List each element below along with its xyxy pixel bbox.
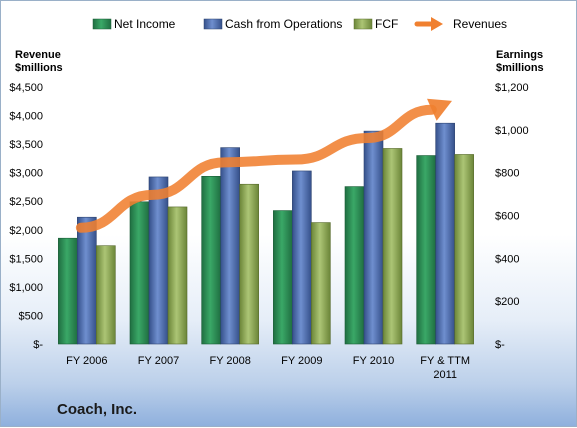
right-axis-title-line1: Earnings	[496, 49, 543, 61]
revenues-line	[75, 104, 437, 233]
left-tick-label: $3,500	[9, 139, 43, 151]
fcf-bar	[167, 206, 188, 345]
category-labels: FY 2006 FY 2007 FY 2008 FY 2009 FY 2010 FY & …	[66, 355, 470, 381]
legend-swatch-fcf	[353, 18, 373, 30]
revenues-series	[75, 98, 452, 233]
right-tick-label: $600	[495, 211, 519, 223]
category-label: FY 2010	[353, 355, 394, 367]
left-tick-label: $-	[33, 339, 43, 351]
legend-label-cash-from-operations: Cash from Operations	[225, 17, 342, 31]
net-income-bar	[344, 186, 365, 345]
category-label: FY & TTM	[420, 355, 470, 367]
category-label: 2011	[433, 369, 457, 381]
cash-from-operations-bar	[363, 130, 384, 345]
left-axis-title-line2: $millions	[15, 62, 63, 74]
net-income-bar	[129, 201, 150, 345]
right-tick-label: $-	[495, 339, 505, 351]
category-label: FY 2007	[138, 355, 179, 367]
net-income-bar	[58, 237, 78, 345]
left-tick-label: $2,500	[9, 196, 43, 208]
right-axis-title-line2: $millions	[496, 62, 544, 74]
left-tick-label: $4,000	[9, 111, 43, 123]
fcf-bar	[239, 183, 259, 345]
legend: Net Income Cash from Operations FCF Reve…	[92, 17, 507, 31]
legend-swatch-net-income	[92, 18, 112, 30]
legend-label-net-income: Net Income	[114, 17, 176, 31]
category-label: FY 2006	[66, 355, 107, 367]
legend-label-fcf: FCF	[375, 17, 398, 31]
chart-title: Coach, Inc.	[57, 401, 137, 418]
bars	[58, 122, 474, 345]
right-tick-label: $200	[495, 296, 519, 308]
net-income-bar	[416, 155, 436, 345]
fcf-bar	[382, 148, 403, 345]
category-label: FY 2008	[209, 355, 250, 367]
cash-from-operations-bar	[148, 176, 169, 345]
left-tick-label: $3,000	[9, 168, 43, 180]
cash-from-operations-bar	[77, 216, 97, 345]
revenues-arrowhead	[427, 98, 452, 121]
left-tick-label: $2,000	[9, 225, 43, 237]
fcf-bar	[311, 222, 331, 345]
fcf-bar	[454, 154, 474, 345]
right-tick-label: $400	[495, 253, 519, 265]
legend-arrow-icon	[414, 17, 443, 31]
legend-swatch-cash-from-operations	[203, 18, 223, 30]
left-tick-label: $4,500	[9, 82, 43, 94]
legend-label-revenues: Revenues	[453, 17, 507, 31]
cash-from-operations-bar	[292, 170, 312, 345]
cash-from-operations-bar	[435, 122, 455, 345]
left-tick-label: $1,500	[9, 253, 43, 265]
left-tick-label: $1,000	[9, 282, 43, 294]
left-axis-title-line1: Revenue	[15, 49, 61, 61]
net-income-bar	[273, 210, 293, 345]
right-tick-label: $1,000	[495, 125, 529, 137]
left-axis-ticks: $- $500 $1,000 $1,500 $2,000 $2,500 $3,000 $3,5…	[9, 82, 43, 351]
category-label: FY 2009	[281, 355, 322, 367]
fcf-bar	[96, 245, 116, 345]
left-tick-label: $500	[19, 310, 43, 322]
cash-from-operations-bar	[220, 147, 240, 345]
right-tick-label: $1,200	[495, 82, 529, 94]
right-axis-ticks: $- $200 $400 $600 $800 $1,000 $1,200	[495, 82, 529, 351]
net-income-bar	[201, 176, 221, 345]
right-tick-label: $800	[495, 168, 519, 180]
